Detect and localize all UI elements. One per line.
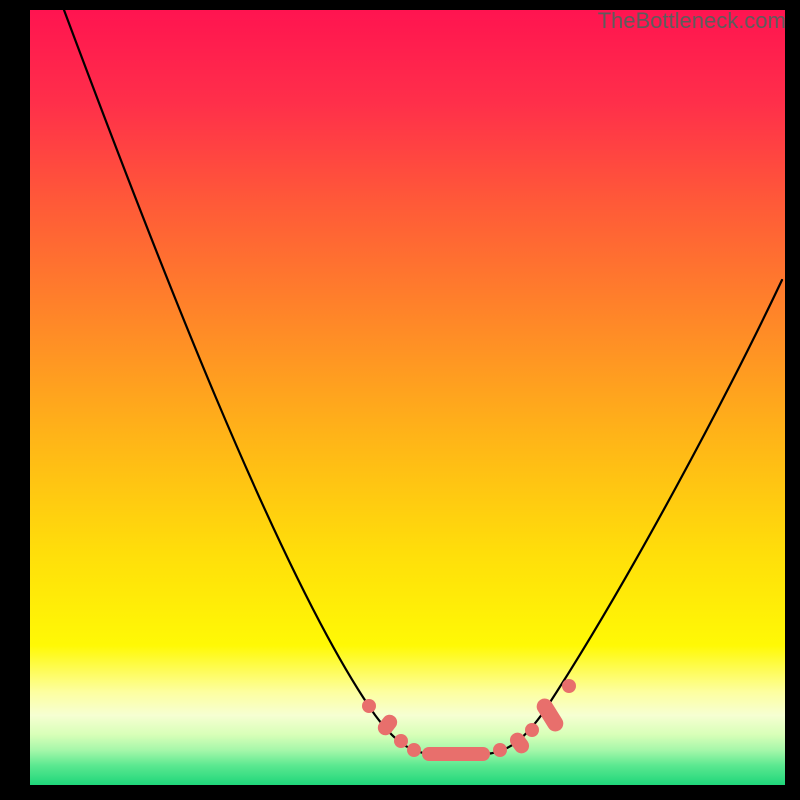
- watermark-text: TheBottleneck.com: [598, 8, 786, 34]
- curve-marker: [493, 743, 507, 757]
- curve-marker: [525, 723, 539, 737]
- curve-marker: [562, 679, 576, 693]
- curve-marker: [375, 712, 400, 739]
- curve-marker: [422, 747, 490, 761]
- plot-area: [30, 10, 785, 785]
- curve-markers: [362, 679, 576, 761]
- curve-marker: [407, 743, 421, 757]
- curve-layer: [30, 10, 785, 785]
- curve-marker: [394, 734, 408, 748]
- curve-marker: [362, 699, 376, 713]
- v-curve: [64, 10, 782, 754]
